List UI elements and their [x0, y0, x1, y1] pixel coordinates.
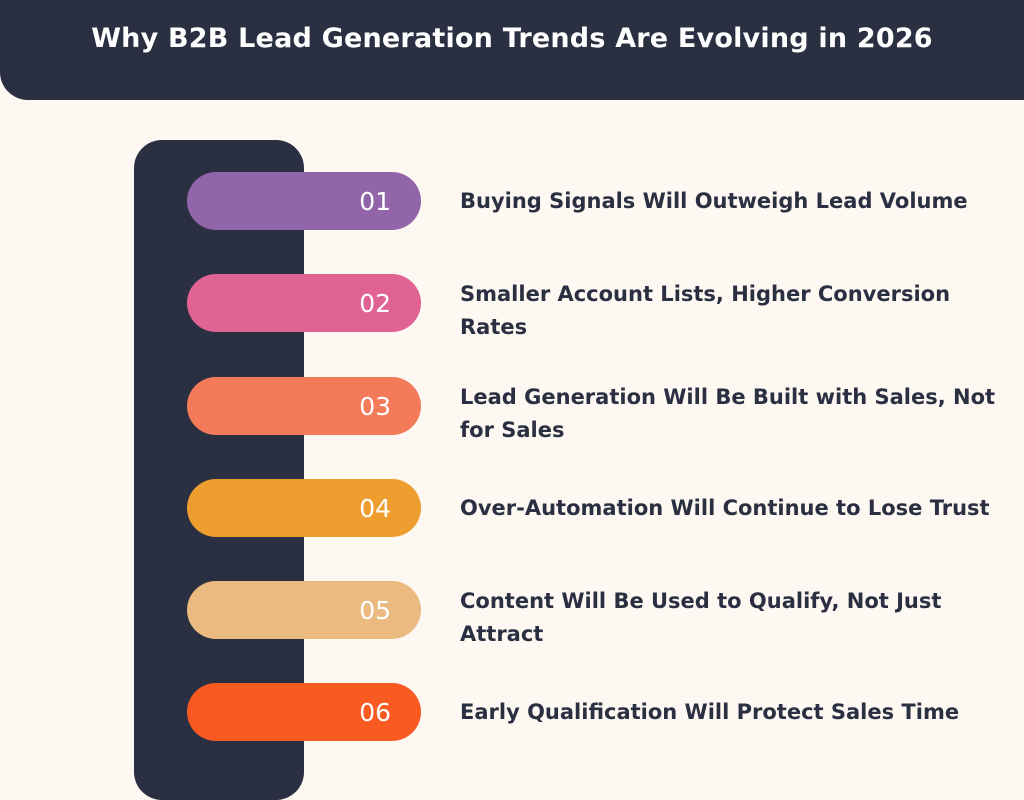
number-pill-03: 03	[187, 377, 421, 435]
trend-label: Early Qualification Will Protect Sales T…	[460, 700, 960, 724]
trend-label: Content Will Be Used to Qualify, Not Jus…	[460, 589, 942, 646]
number-pill-01: 01	[187, 172, 421, 230]
number-pill-04: 04	[187, 479, 421, 537]
number-pill-05: 05	[187, 581, 421, 639]
trend-label: Smaller Account Lists, Higher Conversion…	[460, 282, 951, 339]
trend-label: Over-Automation Will Continue to Lose Tr…	[460, 496, 990, 520]
trend-label: Lead Generation Will Be Built with Sales…	[460, 385, 996, 442]
number-pill-02: 02	[187, 274, 421, 332]
header-banner: Why B2B Lead Generation Trends Are Evolv…	[0, 0, 1024, 100]
trend-label: Buying Signals Will Outweigh Lead Volume	[460, 189, 968, 213]
page-title: Why B2B Lead Generation Trends Are Evolv…	[91, 22, 933, 54]
number-pill-06: 06	[187, 683, 421, 741]
